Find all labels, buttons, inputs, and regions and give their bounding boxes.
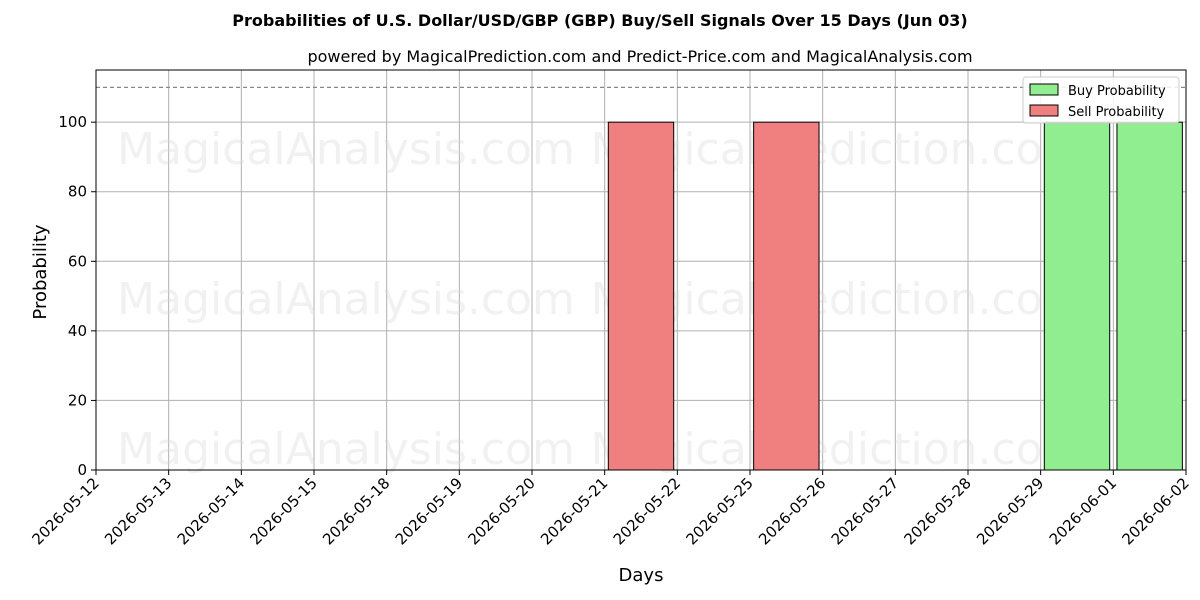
y-tick-label: 100 [58,113,87,131]
y-tick-label: 60 [68,252,87,270]
buy-bar [1043,121,1111,471]
sell-bar [753,121,820,471]
x-tick-label: 2026-05-22 [610,474,684,548]
y-tick-label: 40 [68,322,87,340]
chart-title: Probabilities of U.S. Dollar/USD/GBP (GB… [232,11,967,30]
x-tick-label: 2026-05-18 [319,474,393,548]
sell-bar [607,121,675,471]
x-tick-label: 2026-05-19 [392,474,466,548]
legend: Buy Probability Sell Probability [1022,76,1180,124]
watermarks: MagicalAnalysis.com MagicalPrediction.com… [117,124,1085,475]
x-tick-label: 2026-06-01 [1046,474,1120,548]
y-tick-label: 0 [77,461,87,479]
x-tick-label: 2026-05-12 [28,474,102,548]
x-axis-label: Days [619,565,664,586]
x-tick-label: 2026-05-14 [174,474,248,548]
bars [607,121,1183,471]
y-axis-label: Probability [30,224,51,319]
buy-bar [1116,121,1183,471]
watermark-text: MagicalAnalysis.com [117,274,575,325]
x-tick-label: 2026-05-21 [537,474,611,548]
x-tick-label: 2026-05-15 [246,474,320,548]
x-tick-label: 2026-06-02 [1118,474,1192,548]
y-tick-label: 20 [68,391,87,409]
x-tick-label: 2026-05-20 [464,474,538,548]
x-tick-label: 2026-05-28 [900,474,974,548]
y-tick-label: 80 [68,183,87,201]
legend-swatch-buy [1029,83,1059,96]
legend-label-sell: Sell Probability [1068,105,1165,120]
y-axis: 0 20 40 60 80 100 [58,113,96,479]
legend-swatch-sell [1029,104,1059,117]
x-tick-label: 2026-05-27 [828,474,902,548]
x-axis: 2026-05-122026-05-132026-05-142026-05-15… [28,470,1193,548]
watermark-text: MagicalAnalysis.com [117,124,575,175]
x-tick-label: 2026-05-13 [101,474,175,548]
chart-subtitle: powered by MagicalPrediction.com and Pre… [307,47,972,66]
legend-label-buy: Buy Probability [1068,84,1166,99]
x-tick-label: 2026-05-25 [682,474,756,548]
x-tick-label: 2026-05-29 [973,474,1047,548]
plot-frame [95,69,1187,471]
x-tick-label: 2026-05-26 [755,474,829,548]
legend-box [1022,76,1180,124]
watermark-text: MagicalAnalysis.com [117,424,575,475]
